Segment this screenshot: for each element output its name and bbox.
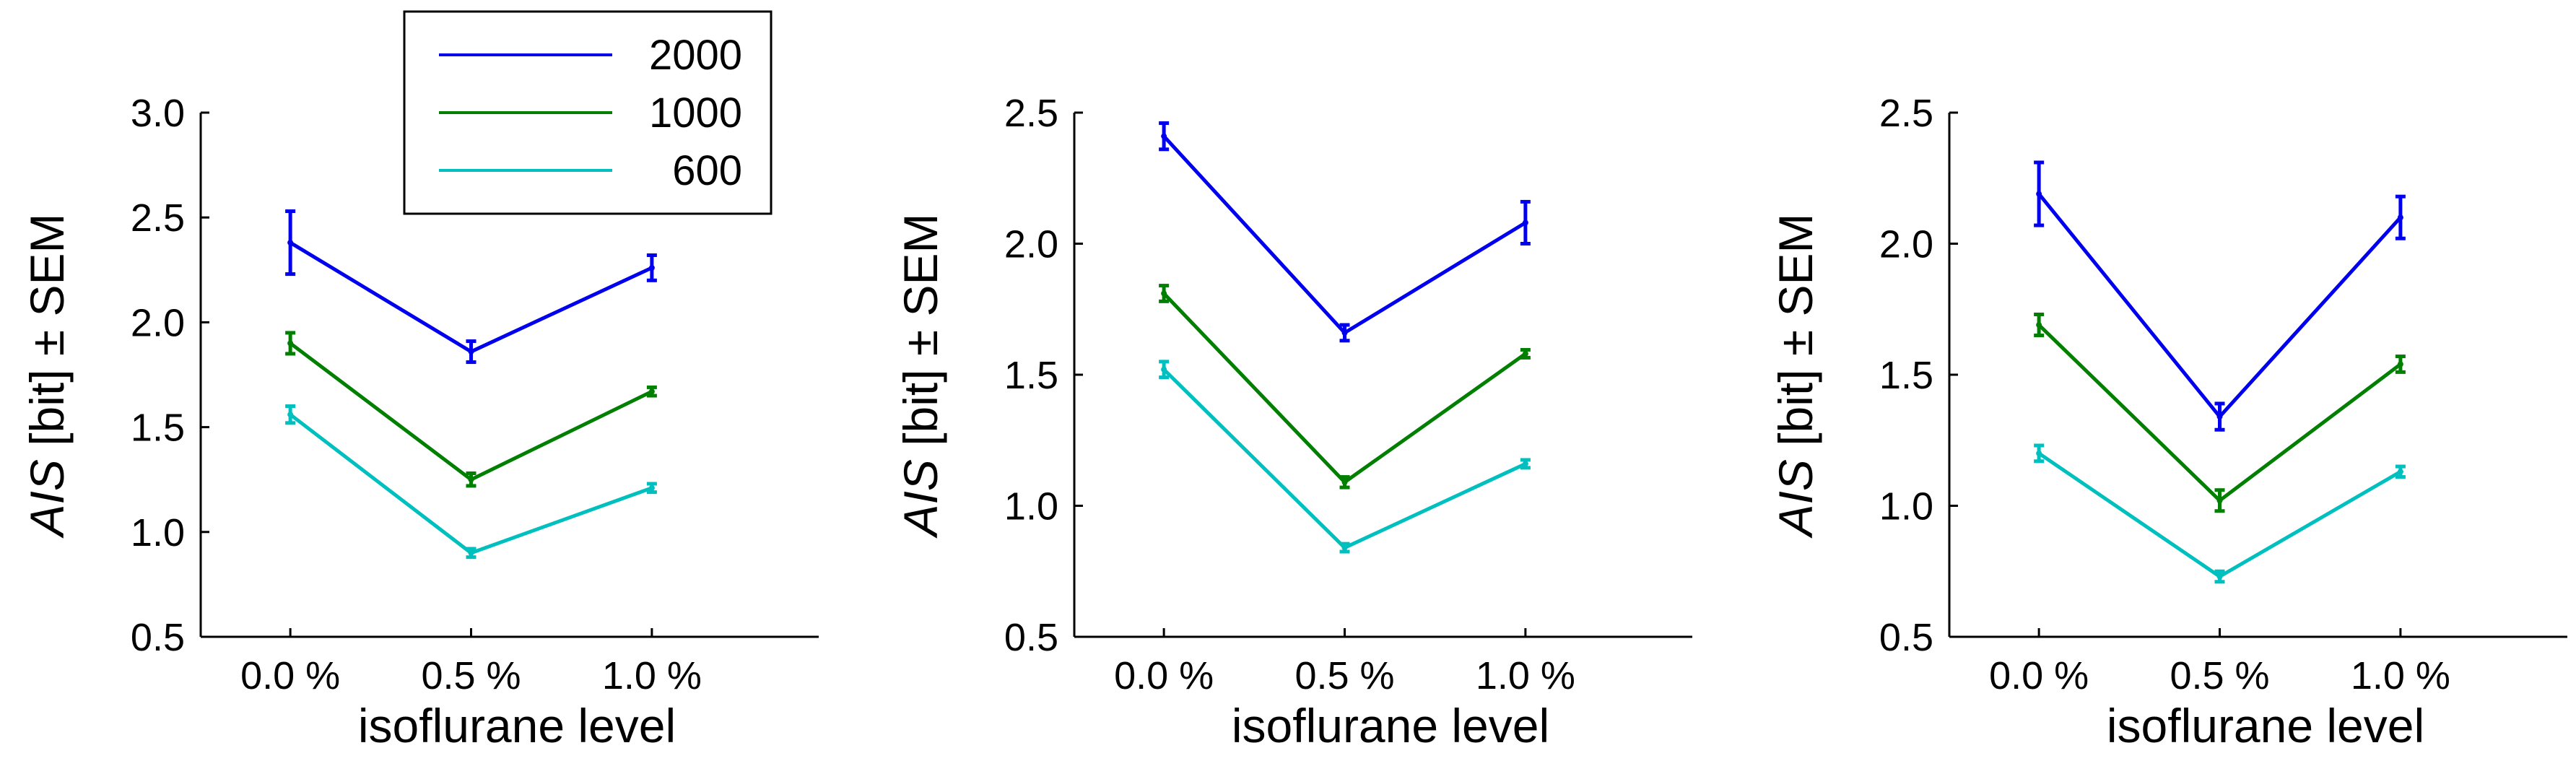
y-tick-label: 0.5: [131, 616, 185, 659]
y-tick-label: 1.0: [1004, 485, 1058, 529]
data-point-1000: [1161, 290, 1167, 297]
data-point-600: [1341, 544, 1348, 551]
data-point-2000: [1341, 329, 1348, 336]
data-point-600: [2397, 469, 2403, 475]
series-line-2000: [1162, 134, 1527, 335]
data-point-1000: [2036, 322, 2042, 329]
y-tick-label: 1.5: [1004, 354, 1058, 397]
series-line-2000: [2037, 192, 2402, 419]
y-axis-label: AIS [bit] ± SEM: [20, 213, 74, 539]
x-tick-label: 0.5 %: [421, 654, 521, 697]
x-axis-label: isoflurane level: [358, 699, 676, 752]
y-tick-label: 1.5: [131, 406, 185, 450]
data-point-2000: [2216, 414, 2223, 420]
y-tick-label: 3.0: [131, 92, 185, 135]
series-2000: [285, 209, 657, 365]
y-tick-label: 1.0: [131, 511, 185, 555]
data-point-2000: [287, 240, 294, 246]
y-tick-label: 0.5: [1879, 616, 1933, 659]
data-point-2000: [1161, 133, 1167, 139]
y-axis-label-italic: AIS: [20, 459, 74, 539]
y-tick-label: 2.5: [1879, 92, 1933, 135]
data-point-600: [2216, 573, 2223, 580]
data-point-2000: [468, 349, 474, 355]
series-600: [1159, 360, 1531, 554]
series-line-1000: [1162, 292, 1527, 484]
data-point-2000: [1522, 219, 1528, 226]
series-600: [2034, 443, 2406, 584]
data-point-600: [1161, 366, 1167, 373]
x-tick-label: 1.0 %: [1476, 654, 1575, 697]
data-point-1000: [1341, 479, 1348, 485]
y-axis-label-italic: AIS: [1769, 459, 1822, 539]
x-axis-label: isoflurane level: [1232, 699, 1549, 752]
y-tick-label: 1.0: [1879, 485, 1933, 529]
data-point-1000: [1522, 350, 1528, 357]
data-point-600: [287, 412, 294, 418]
y-tick-label: 2.0: [131, 301, 185, 344]
series-line-2000: [289, 240, 653, 354]
y-tick-label: 2.5: [1004, 92, 1058, 135]
x-tick-label: 0.0 %: [1989, 654, 2089, 697]
chart-panel-3: 0.5 1.0 1.5 2.0 2.5 0.0 % 0.5 % 1.0 %isoflurane…: [1769, 92, 2567, 752]
x-tick-label: 0.5 %: [2170, 654, 2269, 697]
y-axis-label-italic: AIS: [894, 459, 947, 539]
data-point-600: [1522, 461, 1528, 467]
data-point-1000: [2216, 497, 2223, 504]
y-tick-label: 1.5: [1879, 354, 1933, 397]
series-line-600: [1162, 368, 1526, 550]
chart-panel-1: 0.5 1.0 1.5 2.0 2.5 3.0 0.0 % 0.5 % 1.0 %isoflur…: [20, 92, 819, 752]
series-1000: [2034, 313, 2406, 513]
y-axis-label: AIS [bit] ± SEM: [894, 213, 947, 539]
x-tick-label: 1.0 %: [602, 654, 702, 697]
data-point-1000: [468, 477, 474, 483]
data-point-2000: [2036, 191, 2042, 197]
data-point-600: [2036, 450, 2042, 456]
legend: 2000 1000 600: [403, 10, 773, 215]
y-tick-label: 0.5: [1004, 616, 1058, 659]
y-axis-label-rest: [bit] ± SEM: [1769, 213, 1822, 459]
y-axis-label-rest: [bit] ± SEM: [894, 213, 947, 459]
series-600: [285, 404, 657, 560]
x-tick-label: 0.5 %: [1294, 654, 1394, 697]
y-tick-label: 2.5: [131, 196, 185, 240]
data-point-600: [648, 484, 655, 491]
x-tick-label: 0.0 %: [240, 654, 340, 697]
y-tick-label: 2.0: [1879, 223, 1933, 266]
data-point-1000: [287, 340, 294, 347]
series-line-600: [2037, 451, 2402, 579]
x-axis-label: isoflurane level: [2107, 699, 2424, 752]
chart-panel-2: 0.5 1.0 1.5 2.0 2.5 0.0 % 0.5 % 1.0 %isoflurane…: [894, 92, 1692, 752]
series-2000: [2034, 160, 2406, 432]
series-2000: [1159, 121, 1531, 343]
data-point-600: [468, 549, 474, 556]
legend-label-600: 600: [672, 147, 742, 194]
series-1000: [285, 331, 657, 488]
y-tick-label: 2.0: [1004, 223, 1058, 266]
data-point-1000: [2397, 361, 2403, 368]
data-point-2000: [648, 264, 655, 271]
x-tick-label: 1.0 %: [2351, 654, 2450, 697]
legend-label-2000: 2000: [649, 32, 742, 79]
series-1000: [1159, 284, 1531, 490]
legend-label-1000: 1000: [649, 90, 742, 136]
data-point-1000: [648, 388, 655, 395]
y-axis-label-rest: [bit] ± SEM: [20, 213, 74, 459]
y-axis-label: AIS [bit] ± SEM: [1769, 213, 1822, 539]
x-tick-label: 0.0 %: [1114, 654, 1214, 697]
data-point-2000: [2397, 214, 2403, 221]
